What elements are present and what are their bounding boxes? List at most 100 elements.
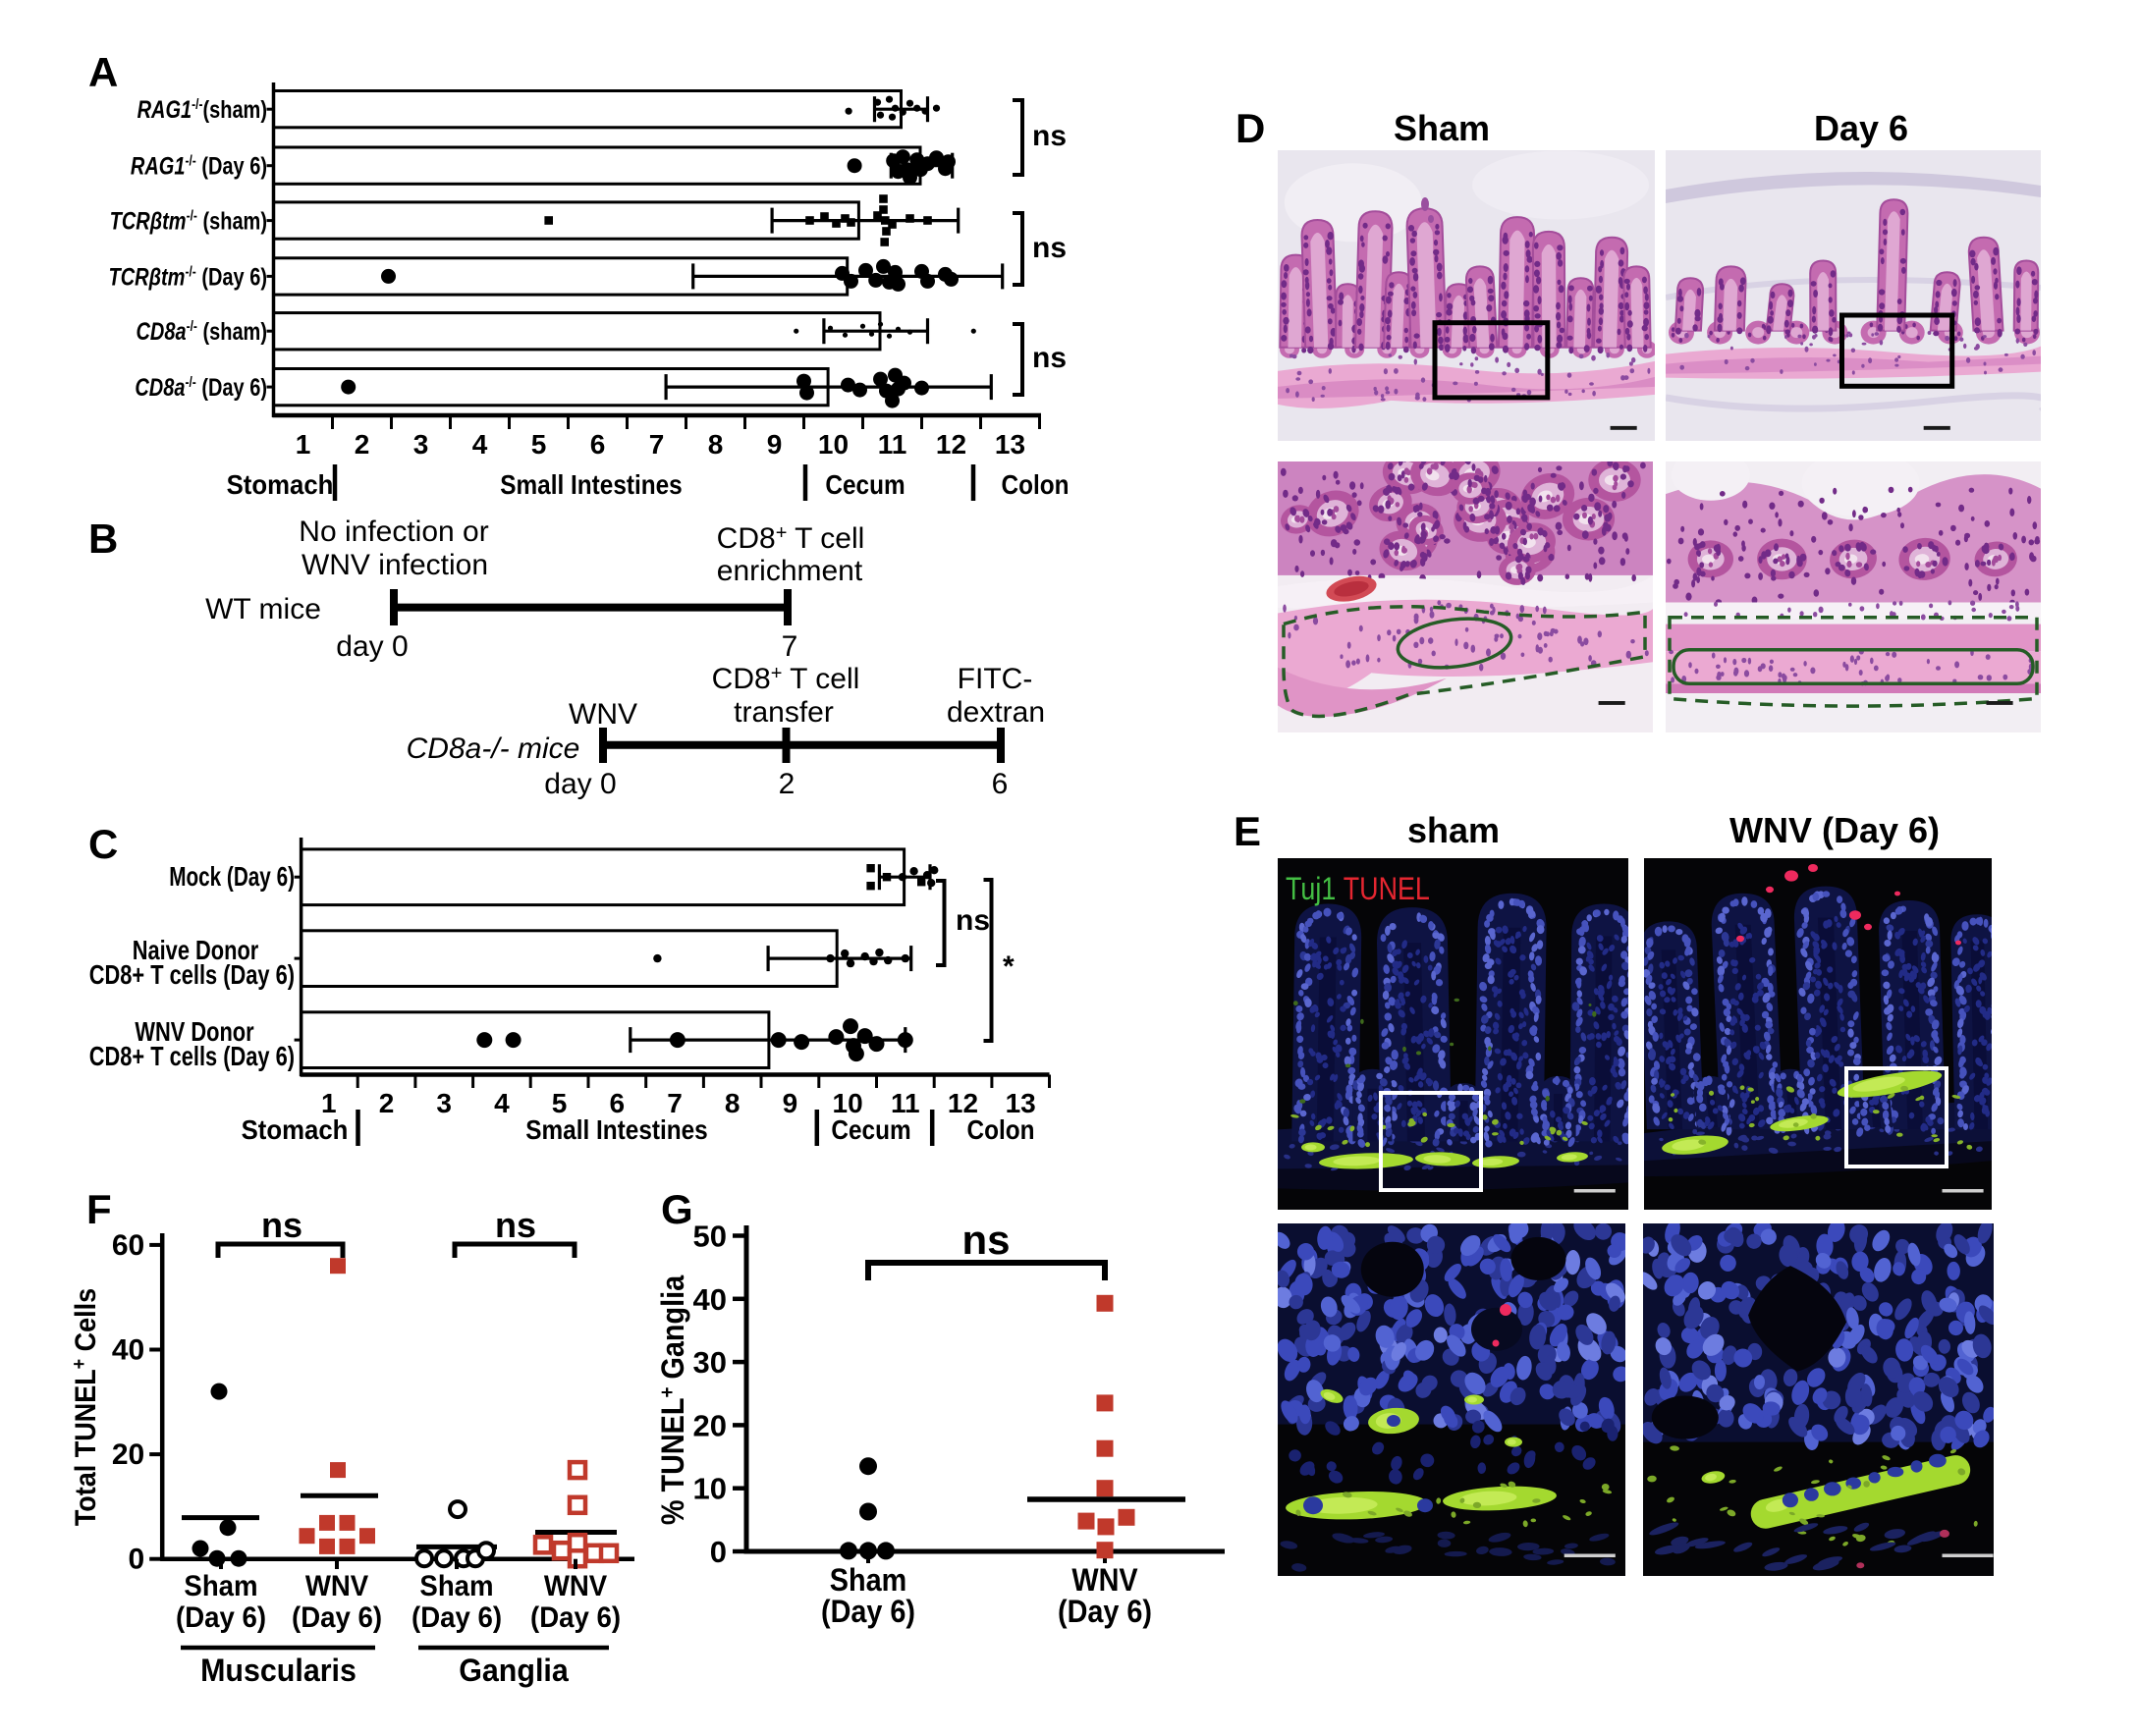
svg-text:Stomach: Stomach <box>227 469 334 500</box>
svg-text:TCRβtm-/- (sham): TCRβtm-/- (sham) <box>110 207 267 235</box>
svg-text:11: 11 <box>891 1088 920 1118</box>
svg-text:WNV: WNV <box>569 698 637 731</box>
svg-text:Stomach: Stomach <box>242 1114 349 1145</box>
svg-text:ns: ns <box>1032 232 1067 264</box>
svg-text:ns: ns <box>961 1217 1010 1263</box>
svg-text:CD8a-/- (sham): CD8a-/- (sham) <box>136 318 267 346</box>
svg-text:4: 4 <box>494 1088 510 1118</box>
svg-text:20: 20 <box>693 1408 727 1442</box>
svg-text:12: 12 <box>936 429 966 460</box>
svg-text:2: 2 <box>355 429 370 460</box>
svg-text:CD8+ T cells (Day 6): CD8+ T cells (Day 6) <box>89 1041 295 1071</box>
svg-text:sham: sham <box>1407 810 1500 850</box>
svg-text:6: 6 <box>610 1088 626 1118</box>
svg-text:Colon: Colon <box>1002 468 1070 500</box>
svg-text:9: 9 <box>767 429 783 460</box>
svg-text:Ganglia: Ganglia <box>459 1653 569 1688</box>
svg-text:0: 0 <box>129 1544 145 1576</box>
svg-text:CD8+ T cell: CD8+ T cell <box>712 663 860 695</box>
svg-text:20: 20 <box>112 1438 144 1471</box>
svg-text:(Day 6): (Day 6) <box>176 1601 266 1634</box>
svg-text:CD8+ T cells (Day 6): CD8+ T cells (Day 6) <box>89 959 295 990</box>
svg-text:Small Intestines: Small Intestines <box>500 468 682 500</box>
svg-text:12: 12 <box>948 1088 978 1118</box>
svg-text:(Day 6): (Day 6) <box>1058 1595 1152 1630</box>
svg-text:40: 40 <box>112 1334 144 1367</box>
svg-text:5: 5 <box>552 1088 568 1118</box>
svg-text:3: 3 <box>436 1088 452 1118</box>
svg-text:(Day 6): (Day 6) <box>821 1595 915 1630</box>
svg-text:5: 5 <box>531 429 547 460</box>
svg-text:13: 13 <box>1006 1088 1036 1118</box>
svg-text:8: 8 <box>708 429 724 460</box>
svg-text:Muscularis: Muscularis <box>200 1653 357 1688</box>
svg-text:dextran: dextran <box>947 696 1045 729</box>
svg-text:ns: ns <box>495 1205 536 1245</box>
svg-text:*: * <box>1003 950 1015 983</box>
svg-text:WNV infection: WNV infection <box>302 549 488 581</box>
svg-text:Sham: Sham <box>184 1570 257 1602</box>
svg-text:8: 8 <box>725 1088 741 1118</box>
svg-text:TCRβtm-/- (Day 6): TCRβtm-/- (Day 6) <box>109 263 267 291</box>
svg-text:10: 10 <box>833 1088 863 1118</box>
svg-text:CD8a-/- (Day 6): CD8a-/- (Day 6) <box>135 374 267 402</box>
svg-text:1: 1 <box>296 429 311 460</box>
svg-text:day 0: day 0 <box>544 768 616 800</box>
svg-text:2: 2 <box>379 1088 395 1118</box>
svg-text:CD8+ T cell: CD8+ T cell <box>717 522 865 555</box>
svg-text:B: B <box>88 515 118 562</box>
svg-text:A: A <box>88 49 118 95</box>
svg-text:WNV (Day 6): WNV (Day 6) <box>1729 810 1940 850</box>
svg-text:13: 13 <box>995 429 1025 460</box>
svg-text:Mock (Day 6): Mock (Day 6) <box>169 862 295 893</box>
svg-text:% TUNEL+ Ganglia: % TUNEL+ Ganglia <box>656 1275 691 1525</box>
svg-text:WNV: WNV <box>1071 1563 1138 1599</box>
svg-text:F: F <box>86 1186 112 1232</box>
svg-text:Sham: Sham <box>419 1570 493 1602</box>
svg-text:Colon: Colon <box>967 1113 1035 1145</box>
svg-text:7: 7 <box>649 429 665 460</box>
svg-text:RAG1-/- (Day 6): RAG1-/- (Day 6) <box>131 152 267 180</box>
svg-text:7: 7 <box>667 1088 683 1118</box>
svg-text:day 0: day 0 <box>336 630 408 663</box>
svg-text:ns: ns <box>261 1205 302 1245</box>
svg-text:4: 4 <box>472 429 488 460</box>
svg-text:10: 10 <box>818 429 849 460</box>
svg-text:40: 40 <box>693 1282 727 1317</box>
svg-text:Total TUNEL+ Cells: Total TUNEL+ Cells <box>69 1288 102 1526</box>
svg-text:WNV: WNV <box>544 1570 608 1602</box>
svg-text:RAG1-/-(sham): RAG1-/-(sham) <box>137 96 267 124</box>
svg-text:(Day 6): (Day 6) <box>530 1601 621 1634</box>
svg-text:ns: ns <box>1032 342 1067 374</box>
svg-text:6: 6 <box>992 768 1009 800</box>
svg-text:FITC-: FITC- <box>958 663 1033 695</box>
svg-text:(Day 6): (Day 6) <box>412 1601 502 1634</box>
svg-text:(Day 6): (Day 6) <box>292 1601 382 1634</box>
svg-text:D: D <box>1235 105 1265 151</box>
svg-text:Cecum: Cecum <box>825 468 905 500</box>
svg-text:2: 2 <box>779 768 796 800</box>
svg-text:Naive Donor: Naive Donor <box>133 935 259 965</box>
svg-text:11: 11 <box>878 429 907 460</box>
svg-text:C: C <box>88 821 118 867</box>
svg-text:enrichment: enrichment <box>717 555 863 587</box>
svg-text:No infection or: No infection or <box>299 515 488 548</box>
svg-text:Cecum: Cecum <box>831 1113 910 1145</box>
svg-text:Tuj1 TUNEL: Tuj1 TUNEL <box>1286 872 1430 907</box>
svg-text:WNV Donor: WNV Donor <box>135 1016 253 1047</box>
svg-text:60: 60 <box>112 1229 144 1262</box>
svg-text:E: E <box>1234 808 1261 854</box>
svg-text:Small Intestines: Small Intestines <box>525 1113 707 1145</box>
svg-text:9: 9 <box>783 1088 798 1118</box>
svg-text:Day 6: Day 6 <box>1814 108 1908 148</box>
svg-text:G: G <box>661 1186 693 1232</box>
svg-text:10: 10 <box>693 1472 727 1506</box>
svg-text:7: 7 <box>782 630 798 663</box>
svg-text:WNV: WNV <box>305 1570 369 1602</box>
svg-text:Sham: Sham <box>1394 108 1490 148</box>
svg-text:WT mice: WT mice <box>205 593 321 625</box>
svg-text:Sham: Sham <box>830 1563 906 1599</box>
svg-text:CD8a-/- mice: CD8a-/- mice <box>407 732 580 765</box>
svg-text:ns: ns <box>956 904 990 937</box>
svg-text:50: 50 <box>693 1220 727 1254</box>
